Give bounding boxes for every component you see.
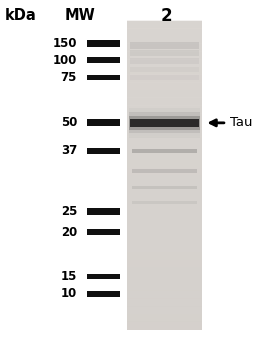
Bar xyxy=(127,67,202,75)
Text: MW: MW xyxy=(64,8,95,23)
Bar xyxy=(87,40,120,47)
Bar xyxy=(127,198,202,206)
Text: Tau: Tau xyxy=(230,116,252,129)
Bar xyxy=(127,221,202,229)
Bar xyxy=(87,229,120,235)
Bar xyxy=(129,108,200,138)
Text: 75: 75 xyxy=(61,71,77,84)
Bar xyxy=(127,244,202,253)
Bar xyxy=(87,75,120,80)
Bar xyxy=(127,82,202,90)
Bar xyxy=(130,58,199,64)
Bar xyxy=(127,97,202,106)
Bar xyxy=(127,260,202,268)
Bar xyxy=(127,167,202,176)
Bar xyxy=(127,314,202,322)
Bar xyxy=(127,159,202,168)
Text: kDa: kDa xyxy=(5,8,37,23)
Text: 50: 50 xyxy=(61,116,77,129)
Bar xyxy=(132,201,197,204)
Bar xyxy=(132,186,197,189)
Text: 20: 20 xyxy=(61,225,77,239)
Bar xyxy=(127,144,202,152)
Text: 2: 2 xyxy=(161,7,172,25)
Bar xyxy=(127,128,202,137)
Bar xyxy=(130,67,199,72)
Bar xyxy=(127,113,202,121)
Bar xyxy=(127,298,202,307)
Bar xyxy=(87,119,120,126)
Text: 150: 150 xyxy=(53,37,77,50)
Bar xyxy=(127,267,202,276)
Bar xyxy=(130,50,199,56)
Bar xyxy=(127,90,202,98)
Bar xyxy=(127,290,202,299)
Text: 37: 37 xyxy=(61,144,77,157)
Bar xyxy=(127,252,202,260)
Bar xyxy=(127,43,202,52)
Text: 25: 25 xyxy=(61,205,77,218)
Bar xyxy=(132,169,197,173)
Bar xyxy=(127,121,202,129)
Bar xyxy=(87,274,120,279)
Bar xyxy=(127,20,202,29)
Bar xyxy=(127,206,202,214)
Bar xyxy=(127,283,202,291)
Bar xyxy=(127,213,202,222)
Bar xyxy=(127,183,202,191)
Text: 10: 10 xyxy=(61,287,77,300)
Bar xyxy=(127,105,202,114)
Bar xyxy=(87,291,120,297)
Bar xyxy=(127,190,202,199)
Bar xyxy=(127,306,202,314)
Bar xyxy=(127,229,202,237)
Bar xyxy=(127,21,202,330)
Bar xyxy=(127,74,202,83)
Bar xyxy=(127,321,202,330)
Bar xyxy=(130,75,199,80)
Bar xyxy=(127,51,202,60)
Bar xyxy=(129,112,200,133)
Bar xyxy=(130,42,199,49)
Bar xyxy=(127,136,202,144)
Bar xyxy=(87,57,120,63)
Bar xyxy=(127,36,202,44)
Bar xyxy=(127,237,202,245)
Bar xyxy=(127,59,202,67)
Text: 15: 15 xyxy=(61,270,77,283)
Bar xyxy=(87,208,120,215)
Bar xyxy=(127,275,202,283)
Bar xyxy=(129,116,200,130)
Bar xyxy=(127,175,202,183)
Bar xyxy=(130,119,199,127)
Bar xyxy=(132,149,197,153)
Bar xyxy=(127,28,202,36)
Bar xyxy=(127,151,202,160)
Bar xyxy=(87,148,120,154)
Text: 100: 100 xyxy=(53,53,77,67)
